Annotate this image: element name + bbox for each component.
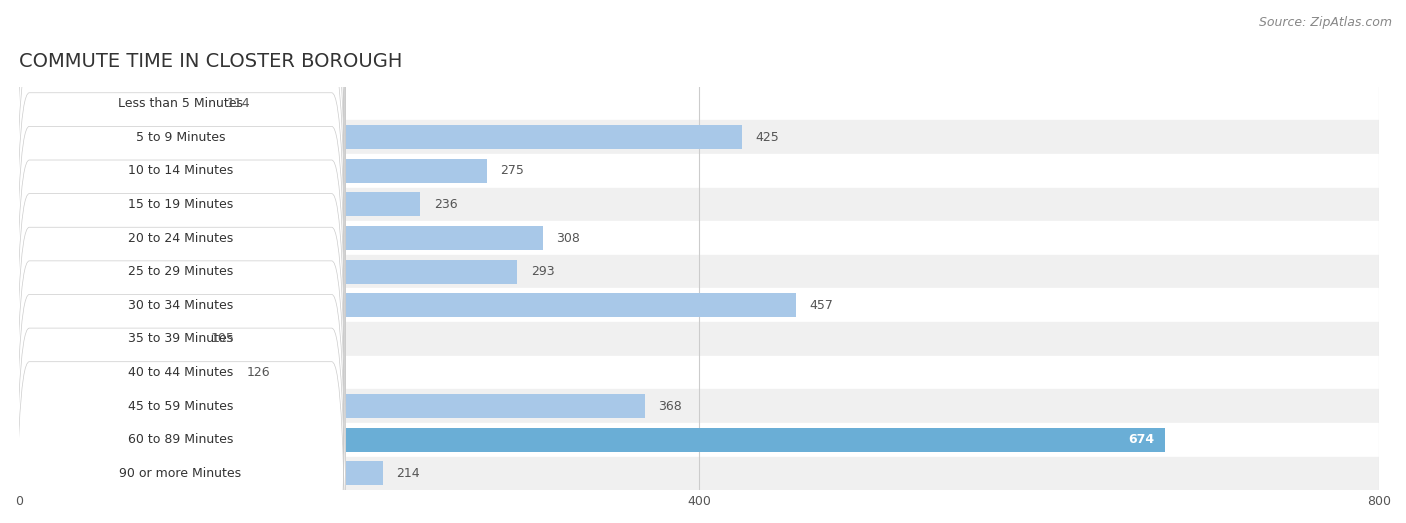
Text: 425: 425	[755, 131, 779, 144]
Text: 275: 275	[501, 164, 524, 177]
Text: 90 or more Minutes: 90 or more Minutes	[120, 467, 242, 480]
Bar	[20, 423, 1379, 457]
Bar	[20, 255, 1379, 288]
Bar	[20, 327, 197, 351]
Bar	[20, 125, 741, 149]
Text: 114: 114	[226, 97, 250, 110]
Bar	[20, 288, 1379, 322]
Text: 236: 236	[434, 198, 457, 211]
Bar	[20, 389, 1379, 423]
Text: Source: ZipAtlas.com: Source: ZipAtlas.com	[1258, 16, 1392, 29]
Bar	[20, 259, 517, 283]
Text: 126: 126	[247, 366, 270, 379]
FancyBboxPatch shape	[15, 181, 346, 496]
Bar	[20, 226, 543, 250]
Text: 10 to 14 Minutes: 10 to 14 Minutes	[128, 164, 233, 177]
Text: 25 to 29 Minutes: 25 to 29 Minutes	[128, 265, 233, 278]
FancyBboxPatch shape	[15, 215, 346, 523]
FancyBboxPatch shape	[15, 115, 346, 429]
Bar	[20, 188, 1379, 221]
Text: 674: 674	[1129, 433, 1154, 446]
FancyBboxPatch shape	[15, 249, 346, 523]
Text: 45 to 59 Minutes: 45 to 59 Minutes	[128, 400, 233, 413]
Bar	[20, 360, 233, 384]
Text: COMMUTE TIME IN CLOSTER BOROUGH: COMMUTE TIME IN CLOSTER BOROUGH	[20, 52, 402, 71]
Bar	[20, 92, 212, 116]
Bar	[20, 428, 1164, 452]
FancyBboxPatch shape	[15, 81, 346, 395]
Text: 293: 293	[530, 265, 554, 278]
Bar	[20, 192, 420, 217]
Text: 40 to 44 Minutes: 40 to 44 Minutes	[128, 366, 233, 379]
Text: 308: 308	[557, 232, 581, 244]
Bar	[20, 154, 1379, 188]
FancyBboxPatch shape	[15, 282, 346, 523]
Bar	[20, 356, 1379, 389]
FancyBboxPatch shape	[15, 47, 346, 362]
Bar	[20, 120, 1379, 154]
FancyBboxPatch shape	[15, 14, 346, 328]
Bar	[20, 322, 1379, 356]
Text: 15 to 19 Minutes: 15 to 19 Minutes	[128, 198, 233, 211]
Bar	[20, 221, 1379, 255]
Text: 20 to 24 Minutes: 20 to 24 Minutes	[128, 232, 233, 244]
Bar	[20, 461, 382, 485]
Text: 30 to 34 Minutes: 30 to 34 Minutes	[128, 299, 233, 312]
Bar	[20, 87, 1379, 120]
Bar	[20, 158, 486, 183]
FancyBboxPatch shape	[15, 148, 346, 462]
Text: 214: 214	[396, 467, 420, 480]
Text: 5 to 9 Minutes: 5 to 9 Minutes	[136, 131, 225, 144]
Text: Less than 5 Minutes: Less than 5 Minutes	[118, 97, 243, 110]
Bar	[20, 394, 644, 418]
FancyBboxPatch shape	[15, 316, 346, 523]
Bar	[20, 293, 796, 317]
Text: 35 to 39 Minutes: 35 to 39 Minutes	[128, 332, 233, 345]
FancyBboxPatch shape	[15, 0, 346, 294]
FancyBboxPatch shape	[15, 0, 346, 261]
Text: 60 to 89 Minutes: 60 to 89 Minutes	[128, 433, 233, 446]
Text: 457: 457	[810, 299, 834, 312]
Text: 105: 105	[211, 332, 235, 345]
Text: 368: 368	[658, 400, 682, 413]
Bar	[20, 457, 1379, 490]
